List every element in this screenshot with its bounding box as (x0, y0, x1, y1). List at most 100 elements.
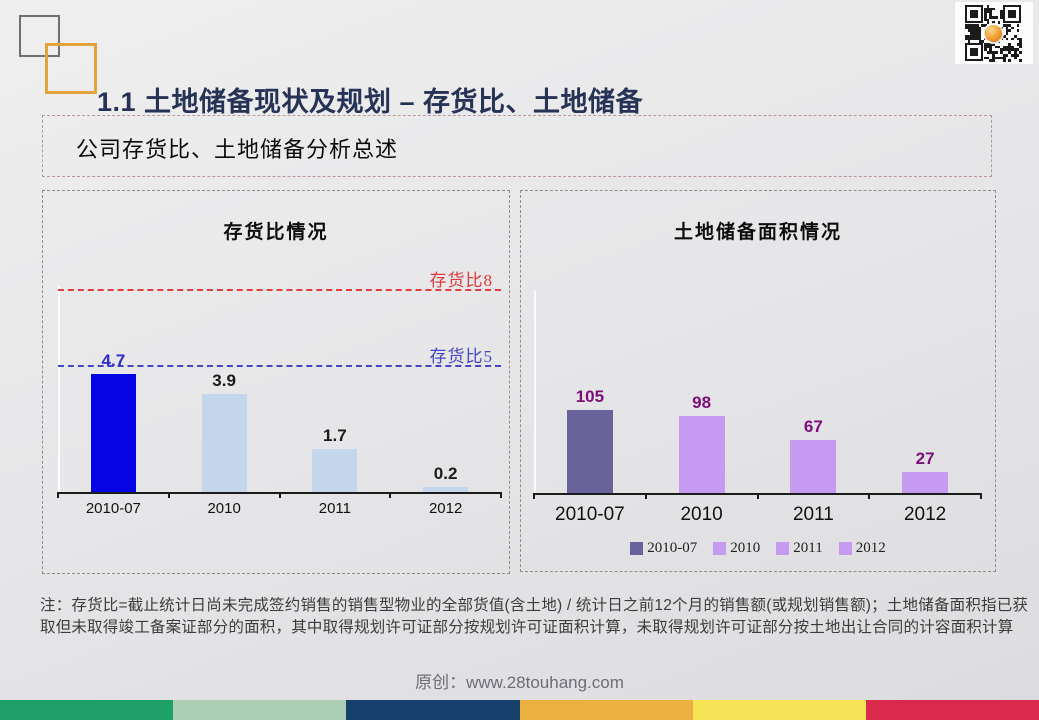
qr-module (973, 26, 976, 30)
qr-module (973, 24, 976, 27)
qr-module (1016, 48, 1020, 52)
qr-module (965, 37, 968, 41)
bar-value-label: 67 (803, 417, 823, 436)
page-title: 1.1 土地储备现状及规划 – 存货比、土地储备 (97, 87, 644, 118)
qr-module (978, 37, 982, 41)
bar-value-label: 3.9 (212, 371, 236, 390)
x-axis-tick (389, 492, 392, 498)
qr-module (992, 15, 995, 19)
qr-module (1008, 59, 1012, 62)
qr-module (986, 45, 990, 49)
qr-module (1008, 45, 1012, 49)
qr-module (1013, 51, 1017, 54)
x-axis-tick (278, 492, 281, 498)
qr-module (1011, 48, 1014, 52)
qr-module (997, 45, 1001, 49)
qr-module (1019, 43, 1022, 46)
qr-module (1016, 53, 1020, 57)
qr-module (1013, 48, 1017, 52)
x-axis-category-label: 2010-07 (555, 504, 625, 525)
qr-finder-pattern (965, 43, 983, 61)
bar (90, 374, 136, 492)
qr-module (1013, 53, 1017, 57)
qr-module (975, 32, 979, 35)
stripe-segment (0, 700, 174, 720)
footnote: 注：存货比=截止统计日尚未完成签约销售的销售型物业的全部货值(含土地) / 统计… (40, 597, 1029, 636)
chart-plot: 存货比8 存货比5 4.7 2010-07 3.9 2010 1.7 2011 0.2 2012 (43, 191, 509, 573)
qr-module (1019, 45, 1022, 49)
qr-module (1011, 37, 1014, 41)
qr-module (992, 59, 995, 62)
qr-module (978, 29, 982, 33)
qr-module (1005, 24, 1009, 27)
qr-module (984, 45, 987, 49)
qr-module (1005, 45, 1009, 49)
x-axis-category-label: 2012 (903, 504, 947, 525)
x-axis-tick (167, 492, 170, 498)
qr-module (967, 34, 971, 38)
legend-label: 2012 (855, 540, 886, 556)
qr-module (1013, 56, 1017, 60)
legend-swatch (713, 542, 727, 555)
qr-module (989, 51, 993, 54)
stripe-segment (346, 700, 520, 720)
qr-module (967, 26, 971, 30)
y-axis-line (534, 291, 536, 493)
qr-module (989, 45, 993, 49)
qr-module (1005, 53, 1009, 57)
qr-module (1005, 48, 1009, 52)
qr-module (986, 43, 990, 46)
qr-finder-pattern (1003, 5, 1021, 23)
chart-title: 存货比情况 (223, 222, 329, 243)
bar-value-label: 27 (915, 449, 935, 468)
x-axis-category-label: 2010 (207, 500, 241, 517)
wechat-qr-code (955, 2, 1033, 64)
legend-swatch (776, 542, 790, 555)
stripe-segment (865, 700, 1039, 720)
reference-line-label: 存货比8 (429, 271, 493, 291)
chart-title: 土地储备面积情况 (673, 222, 842, 243)
qr-center-logo (985, 25, 1002, 42)
qr-module (1003, 24, 1006, 27)
qr-module (992, 51, 995, 54)
qr-module (989, 7, 993, 11)
bar (678, 416, 725, 493)
qr-module (975, 26, 979, 30)
x-axis-tick (644, 493, 647, 499)
qr-module (997, 21, 1001, 24)
x-axis-category-label: 2011 (318, 500, 351, 517)
qr-module (1000, 51, 1003, 54)
qr-module (994, 45, 998, 49)
qr-module (1019, 37, 1022, 41)
qr-module (1000, 10, 1003, 14)
qr-module (975, 37, 979, 41)
stripe-segment (692, 700, 866, 720)
qr-module (1005, 32, 1009, 35)
qr-module (986, 18, 990, 22)
x-axis-tick (980, 493, 982, 499)
qr-module (975, 34, 979, 38)
qr-module (1003, 48, 1006, 52)
bar-value-label: 98 (692, 393, 712, 412)
bar-value-label: 4.7 (101, 351, 126, 370)
qr-module (975, 24, 979, 27)
qr-module (970, 29, 974, 33)
qr-module (994, 51, 998, 54)
qr-module (986, 56, 990, 60)
qr-module (984, 18, 987, 22)
qr-module (1000, 13, 1003, 16)
qr-module (975, 29, 979, 33)
qr-module (1003, 34, 1006, 38)
qr-module (1016, 37, 1020, 41)
bar (902, 472, 949, 493)
qr-module (1011, 53, 1014, 57)
qr-module (1008, 24, 1012, 27)
x-axis-tick (868, 493, 871, 499)
chart-legend: 2010-07 2010 2011 2012 (521, 540, 995, 557)
legend-label: 2011 (793, 540, 823, 556)
qr-module (986, 21, 990, 24)
qr-finder-pattern (965, 5, 983, 23)
reference-line-label: 存货比5 (429, 347, 493, 366)
qr-module (1003, 53, 1006, 57)
qr-module (967, 40, 971, 43)
